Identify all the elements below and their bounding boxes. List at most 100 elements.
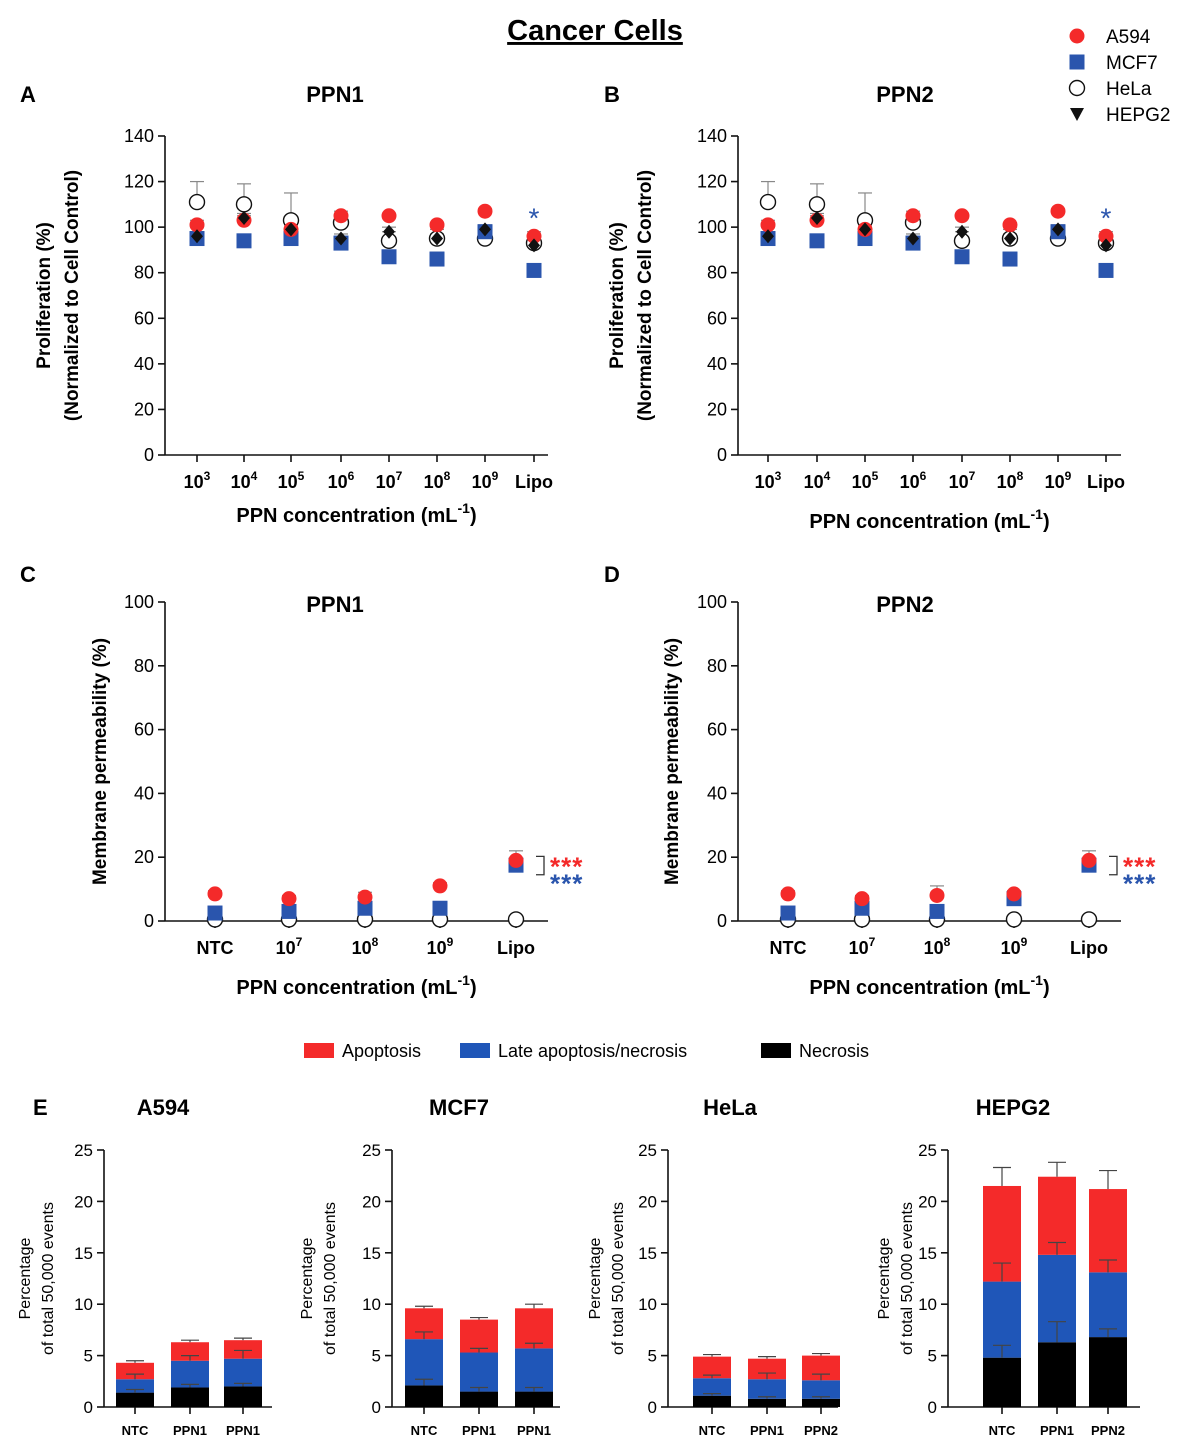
legend-label-hepg2: HEPG2: [1106, 105, 1170, 126]
data-point-hela: [1005, 911, 1023, 928]
data-point-mcf7: [809, 233, 825, 249]
legend-swatch-necrosis: [761, 1043, 791, 1058]
bar-segment-necrosis: [1089, 1337, 1127, 1407]
x-tick-label: 103: [755, 469, 782, 492]
legend-marker-hepg2: [1070, 108, 1084, 121]
bar-segment-late-apoptosis-necrosis: [515, 1348, 553, 1392]
data-point-hepg2: [285, 222, 297, 237]
y-tick-label: 20: [707, 847, 727, 867]
bar-segment-necrosis: [983, 1357, 1021, 1407]
y-tick-label: 0: [144, 445, 154, 465]
data-point-mcf7: [929, 903, 945, 919]
x-tick-label-base: 10: [278, 472, 298, 492]
data-point-hela: [188, 193, 206, 211]
y-axis-label: Proliferation (%): [607, 222, 628, 369]
y-tick-label: 40: [707, 783, 727, 803]
x-axis-label-tail: ): [1043, 977, 1050, 999]
panel-title: MCF7: [429, 1095, 489, 1120]
markers-a594: [780, 852, 1097, 907]
x-tick-label-base: 10: [755, 472, 775, 492]
panel-title: PPN1: [306, 82, 363, 107]
panel-label: E: [33, 1095, 48, 1120]
y-tick-label: 20: [362, 1192, 381, 1211]
data-point-mcf7: [1002, 251, 1018, 267]
y-axis-label: Percentage: [876, 1237, 893, 1319]
x-tick-label-exp: 7: [396, 469, 403, 483]
bar-segment-late-apoptosis-necrosis: [802, 1380, 840, 1399]
legend-label-necrosis: Necrosis: [799, 1041, 869, 1061]
bar-segment-necrosis: [1038, 1342, 1076, 1407]
bar-segment-necrosis: [693, 1395, 731, 1407]
x-tick-label-base: 10: [852, 472, 872, 492]
x-tick-label-base: 10: [424, 472, 444, 492]
y-tick-label: 80: [707, 656, 727, 676]
data-point-hepg2: [191, 229, 203, 244]
x-tick-label-exp: 7: [969, 469, 976, 483]
x-tick-label: 108: [424, 469, 451, 492]
x-axis-label-tail: ): [1043, 511, 1050, 533]
data-point-a594: [333, 208, 349, 224]
data-point-a594: [189, 217, 205, 233]
markers-hepg2: [191, 211, 540, 253]
x-tick-label-exp: 4: [824, 469, 831, 483]
x-axis-label-exp: -1: [458, 500, 471, 516]
x-tick-label: PPN1: [173, 1423, 207, 1438]
y-tick-label: 20: [74, 1192, 93, 1211]
x-tick-label: 108: [352, 935, 379, 958]
y-axis-label: (Normalized to Cell Control): [635, 170, 656, 421]
y-tick-label: 10: [74, 1295, 93, 1314]
significance-stars: ***: [550, 851, 583, 881]
y-tick-label: 20: [707, 399, 727, 419]
x-axis-label: PPN concentration (mL-1): [236, 972, 476, 999]
data-point-hepg2: [479, 222, 491, 237]
bar-segment-apoptosis: [1038, 1176, 1076, 1255]
y-axis-label: Membrane permeability (%): [90, 638, 111, 885]
data-point-hepg2: [1100, 238, 1112, 253]
data-point-a594: [1006, 886, 1022, 902]
data-point-mcf7: [357, 900, 373, 916]
x-axis-label-main: PPN concentration (mL: [236, 977, 457, 999]
y-axis-label: Membrane permeability (%): [662, 638, 683, 885]
bar-segment-apoptosis: [515, 1308, 553, 1349]
x-tick-label: PPN1: [517, 1423, 551, 1438]
data-point-mcf7: [526, 262, 542, 278]
x-tick-label-exp: 3: [204, 469, 211, 483]
x-tick-label: PPN1: [226, 1423, 260, 1438]
bar-segment-apoptosis: [693, 1356, 731, 1379]
y-tick-label: 0: [144, 911, 154, 931]
x-tick-label: 104: [231, 469, 258, 492]
data-point-hepg2: [238, 211, 250, 226]
data-point-hepg2: [859, 222, 871, 237]
x-axis-label-exp: -1: [1031, 972, 1044, 988]
data-point-a594: [281, 891, 297, 907]
y-tick-label: 40: [707, 354, 727, 374]
data-point-hepg2: [1004, 231, 1016, 246]
data-point-hepg2: [907, 231, 919, 246]
y-tick-label: 100: [124, 592, 154, 612]
data-point-hepg2: [811, 211, 823, 226]
x-tick-label: PPN1: [462, 1423, 496, 1438]
x-tick-label: 109: [427, 935, 454, 958]
y-tick-label: 40: [134, 354, 154, 374]
x-tick-label-base: 10: [804, 472, 824, 492]
data-point-mcf7: [1098, 262, 1114, 278]
data-point-hela: [808, 196, 826, 213]
y-tick-label: 15: [638, 1244, 657, 1263]
x-tick-label: 107: [376, 469, 403, 492]
x-tick-label: Lipo: [1087, 472, 1125, 492]
y-tick-label: 25: [74, 1141, 93, 1160]
x-tick-label-base: Lipo: [1087, 472, 1125, 492]
bar-segment-late-apoptosis-necrosis: [460, 1352, 498, 1392]
x-tick-label: 104: [804, 469, 831, 492]
y-tick-label: 10: [362, 1295, 381, 1314]
y-tick-label: 5: [84, 1347, 93, 1366]
x-tick-label-exp: 8: [1017, 469, 1024, 483]
x-tick-label-base: 10: [949, 472, 969, 492]
panel-e1: 0 5 10 15 20 25 Percentage of total 50,000 even…: [17, 1095, 272, 1438]
y-tick-label: 80: [134, 263, 154, 283]
significance-stars: ***: [1123, 868, 1156, 898]
x-tick-label: NTC: [411, 1423, 438, 1438]
y-tick-label: 140: [124, 126, 154, 146]
x-tick-label-base: 10: [352, 938, 372, 958]
data-point-hepg2: [956, 224, 968, 239]
